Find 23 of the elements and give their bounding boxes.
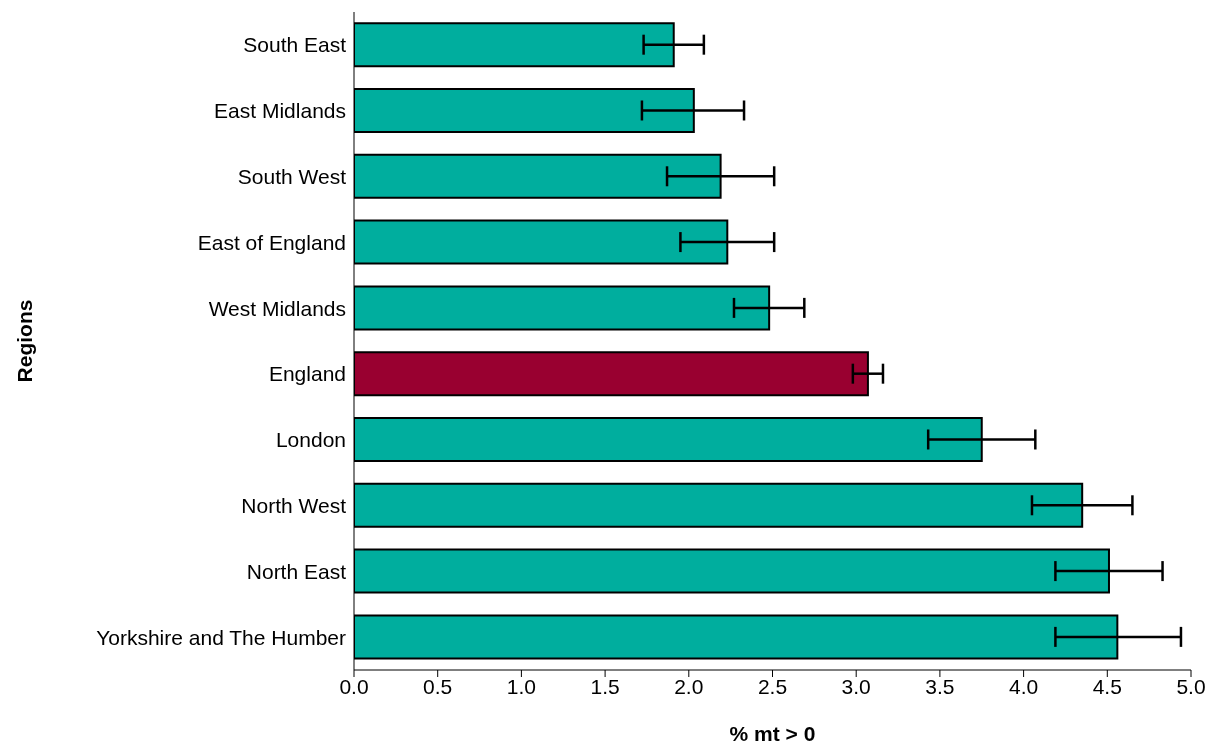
y-tick-label: East of England: [197, 230, 346, 254]
x-tick-label: 4.0: [1009, 674, 1039, 698]
x-tick-label: 0.0: [339, 674, 369, 698]
x-tick-label: 3.5: [925, 674, 955, 698]
y-tick-label: South East: [243, 33, 347, 57]
x-tick-label: 2.5: [757, 674, 788, 698]
x-tick-label: 1.0: [506, 674, 536, 698]
y-tick-label: North East: [246, 559, 347, 583]
x-tick-label: 2.0: [674, 674, 704, 698]
y-tick-label: Yorkshire and The Humber: [96, 625, 346, 649]
y-tick-label: London: [275, 428, 346, 452]
y-tick-label: South West: [237, 164, 347, 188]
x-tick-label: 0.5: [423, 674, 453, 698]
y-tick-label: North West: [241, 493, 347, 517]
x-axis-title: % mt > 0: [729, 722, 816, 745]
x-tick-label: 1.5: [590, 674, 620, 698]
x-tick-label: 4.5: [1092, 674, 1122, 698]
y-axis-title: Regions: [13, 299, 37, 383]
x-tick-label: 3.0: [841, 674, 871, 698]
x-tick-label: 5.0: [1176, 674, 1206, 698]
y-tick-label: West Midlands: [208, 296, 346, 320]
y-tick-label: England: [268, 362, 346, 386]
y-tick-label: East Midlands: [214, 99, 346, 123]
